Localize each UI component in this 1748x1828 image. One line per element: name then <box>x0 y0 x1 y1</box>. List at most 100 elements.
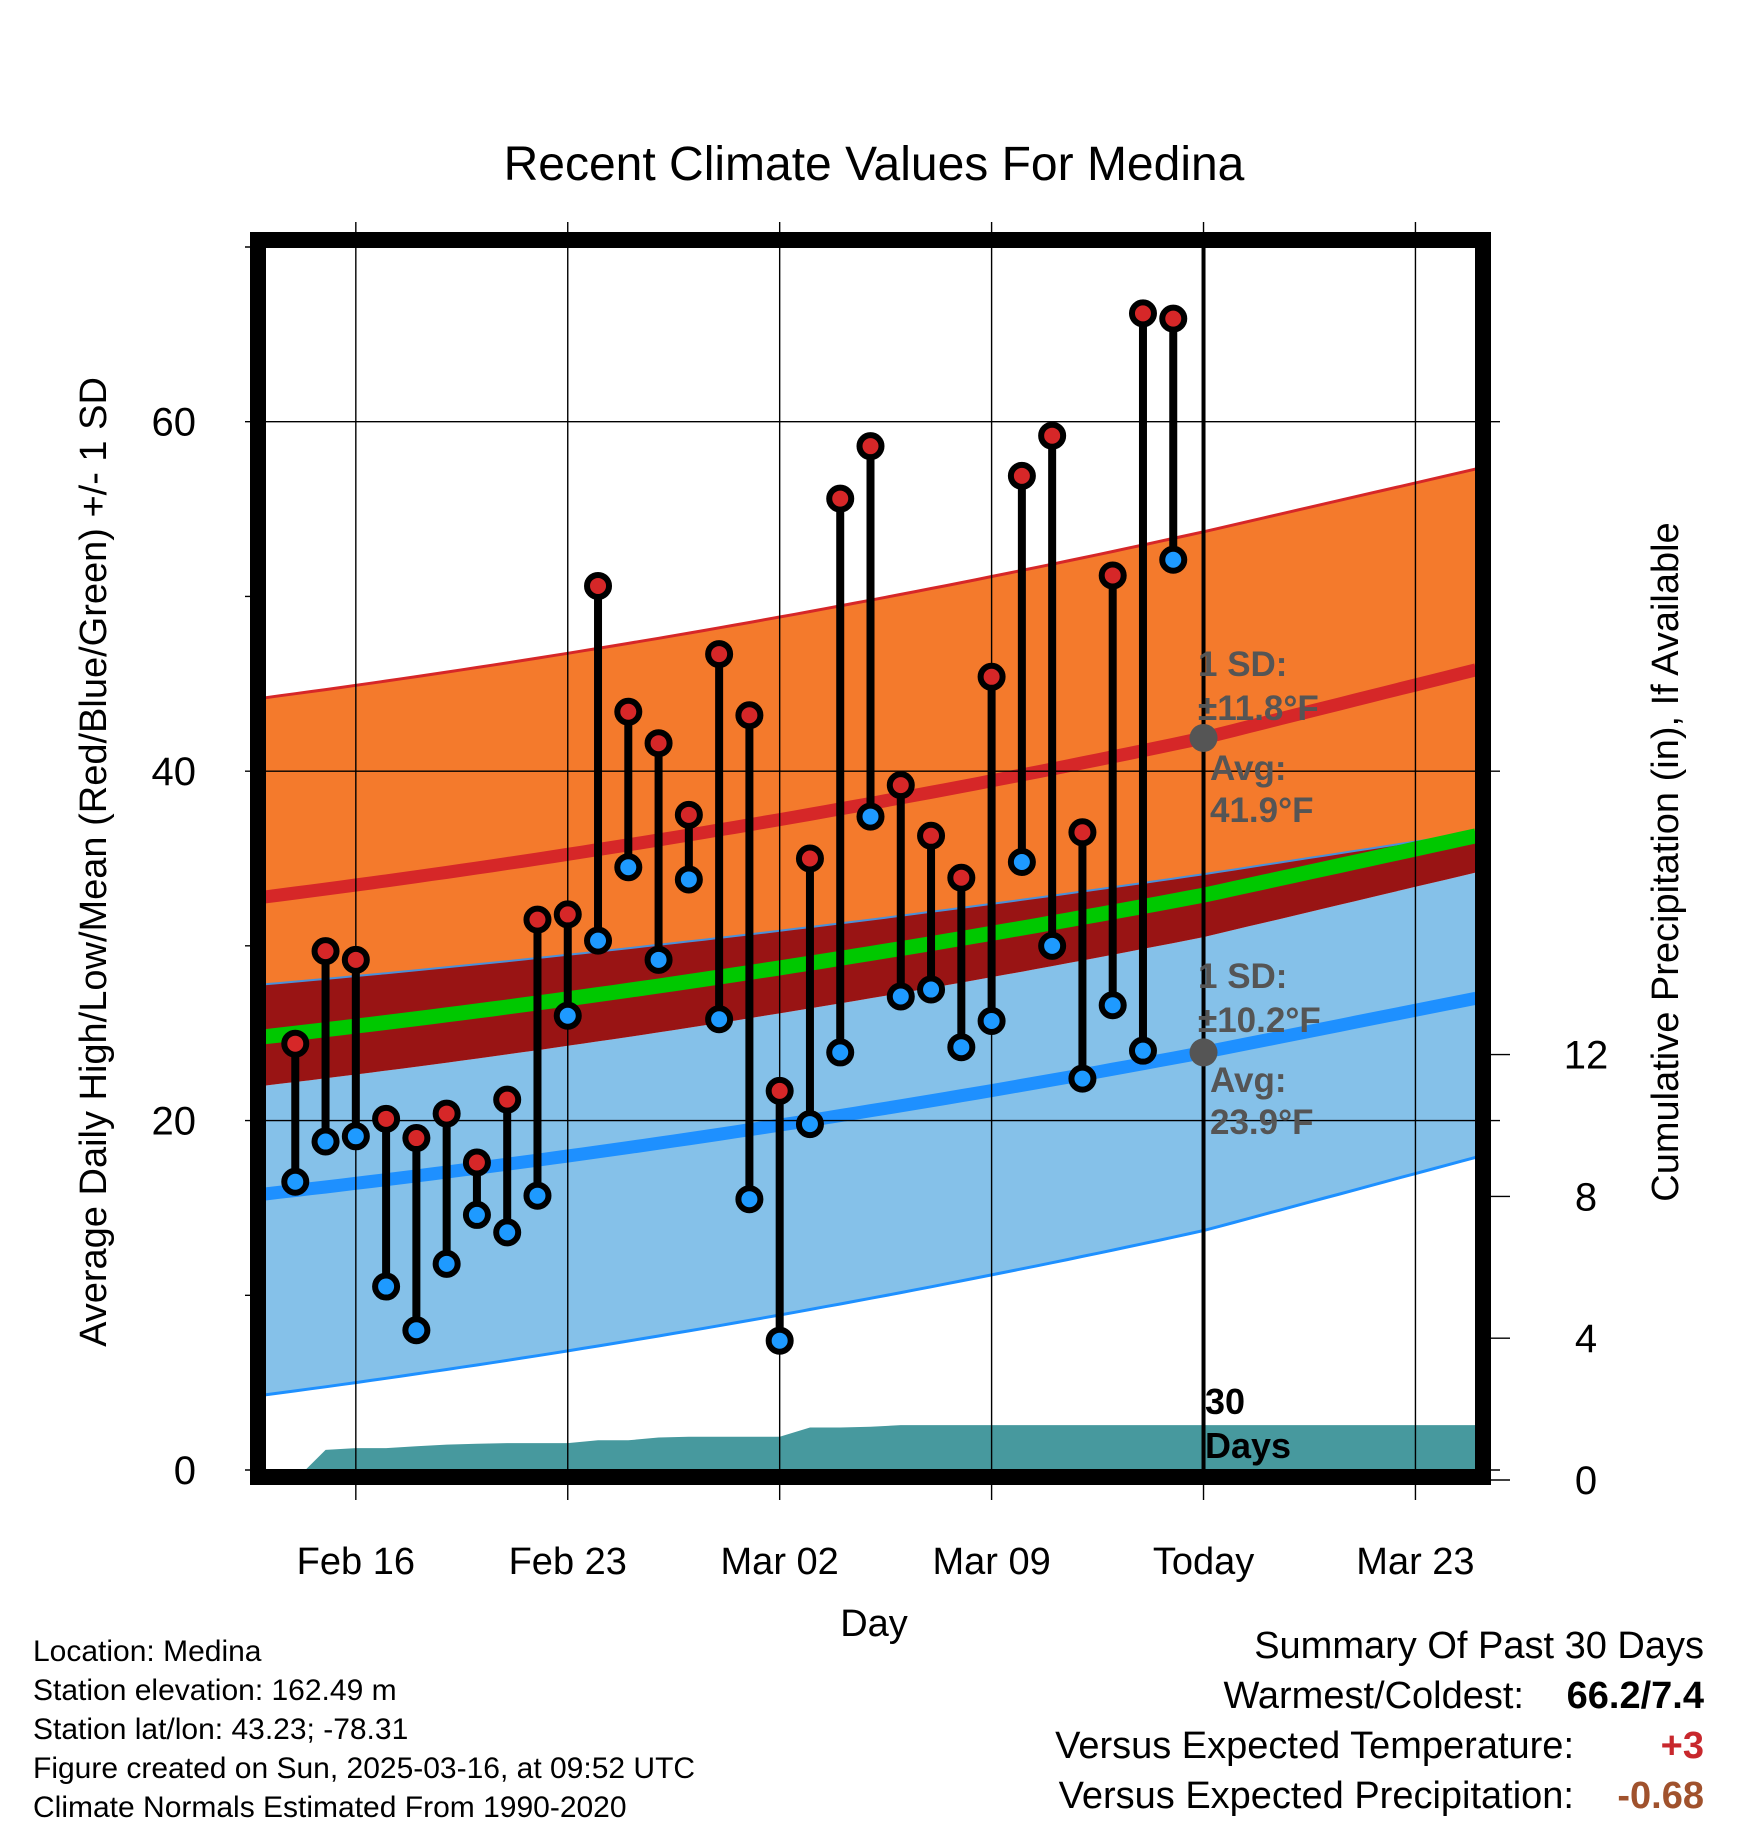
high-point <box>947 863 976 892</box>
low-point <box>493 1218 522 1247</box>
high-avg-value: 41.9°F <box>1210 791 1314 830</box>
y2-tick-label: 12 <box>1564 1034 1609 1078</box>
high-point <box>1068 818 1097 847</box>
chart-title: Recent Climate Values For Medina <box>504 138 1245 191</box>
low-point <box>765 1326 794 1355</box>
high-point <box>1007 461 1036 490</box>
plot-frame <box>250 232 1491 1485</box>
low-point <box>584 926 613 955</box>
low-point <box>341 1122 370 1151</box>
low-point <box>856 802 885 831</box>
low-avg-label: Avg: <box>1210 1061 1286 1100</box>
low-point <box>674 865 703 894</box>
high-point <box>1159 304 1188 333</box>
observations <box>281 299 1218 1355</box>
x-tick-label: Feb 23 <box>509 1541 627 1583</box>
days-count-label: 30 <box>1205 1381 1245 1422</box>
high-point <box>705 640 734 669</box>
low-avg-value: 23.9°F <box>1210 1103 1314 1142</box>
low-point <box>1007 847 1036 876</box>
x-tick-label: Today <box>1153 1541 1254 1583</box>
high-sd-label: 1 SD: <box>1198 645 1287 684</box>
elevation-text: Station elevation: 162.49 m <box>33 1674 397 1707</box>
high-point <box>493 1085 522 1114</box>
high-point <box>795 844 824 873</box>
low-point <box>886 982 915 1011</box>
low-point <box>281 1167 310 1196</box>
y-tick-label: 20 <box>152 1100 197 1144</box>
low-point <box>523 1181 552 1210</box>
summary-title: Summary Of Past 30 Days <box>1254 1625 1704 1667</box>
high-sd-value: ±11.8°F <box>1198 689 1319 728</box>
low-point <box>917 975 946 1004</box>
low-point <box>795 1110 824 1139</box>
x-tick-label: Feb 16 <box>297 1541 415 1583</box>
low-point <box>1098 991 1127 1020</box>
low-point <box>553 1001 582 1030</box>
x-tick-label: Mar 23 <box>1356 1541 1474 1583</box>
temp-label: Versus Expected Temperature: <box>1055 1725 1574 1767</box>
high-point <box>1128 299 1157 328</box>
location-text: Location: Medina <box>33 1635 262 1668</box>
low-point <box>826 1038 855 1067</box>
low-point <box>1128 1036 1157 1065</box>
high-point <box>977 662 1006 691</box>
low-point <box>614 853 643 882</box>
low-point <box>1038 931 1067 960</box>
y-tick-label: 0 <box>174 1449 196 1493</box>
high-point <box>372 1104 401 1133</box>
high-sd-lower-line <box>264 831 1477 986</box>
high-point <box>765 1076 794 1105</box>
high-point <box>523 905 552 934</box>
high-avg-marker <box>1189 723 1218 752</box>
high-point <box>917 821 946 850</box>
low-sd-lower-line <box>264 1155 1477 1397</box>
high-point <box>402 1124 431 1153</box>
station-info: Location: Medina Station elevation: 162.… <box>33 1632 695 1827</box>
high-point <box>1098 561 1127 590</box>
low-sd-label: 1 SD: <box>1198 957 1287 996</box>
warmest-coldest-value: 66.2/7.4 <box>1566 1675 1704 1717</box>
normals-text: Climate Normals Estimated From 1990-2020 <box>33 1791 627 1824</box>
chart-text: Recent Climate Values For Medina Day Ave… <box>73 138 1687 1645</box>
high-point <box>614 697 643 726</box>
warmest-coldest-row: Warmest/Coldest: 66.2/7.4 <box>1055 1671 1704 1721</box>
y2-axis-label: Cumulative Precipitation (in), If Availa… <box>1645 522 1687 1201</box>
temp-value: +3 <box>1660 1725 1704 1767</box>
x-axis-label: Day <box>840 1603 908 1645</box>
high-point <box>584 571 613 600</box>
normal-mean-line <box>264 828 1478 1045</box>
low-point <box>402 1316 431 1345</box>
y-axis-label: Average Daily High/Low/Mean (Red/Blue/Gr… <box>73 377 115 1347</box>
high-point <box>644 729 673 758</box>
high-point <box>553 900 582 929</box>
low-point <box>947 1033 976 1062</box>
low-point <box>432 1249 461 1278</box>
x-tick-label: Mar 02 <box>721 1541 839 1583</box>
low-point <box>372 1272 401 1301</box>
low-point <box>311 1127 340 1156</box>
created-text: Figure created on Sun, 2025-03-16, at 09… <box>33 1752 696 1785</box>
high-point <box>432 1099 461 1128</box>
high-point <box>462 1148 491 1177</box>
precip-label: Versus Expected Precipitation: <box>1058 1775 1574 1817</box>
high-point <box>735 701 764 730</box>
low-point <box>462 1200 491 1229</box>
high-point <box>341 945 370 974</box>
high-avg-label: Avg: <box>1210 749 1286 788</box>
latlon-text: Station lat/lon: 43.23; -78.31 <box>33 1713 409 1746</box>
plot-border <box>250 232 1491 1485</box>
days-unit-label: Days <box>1205 1425 1291 1466</box>
summary-panel: Summary Of Past 30 Days Warmest/Coldest:… <box>1055 1621 1704 1821</box>
low-point <box>735 1185 764 1214</box>
precip-value: -0.68 <box>1617 1775 1704 1817</box>
low-avg-marker <box>1189 1038 1218 1067</box>
x-tick-label: Mar 09 <box>932 1541 1050 1583</box>
high-point <box>281 1029 310 1058</box>
y2-tick-label: 0 <box>1575 1459 1597 1503</box>
y-tick-label: 60 <box>152 401 197 445</box>
y2-tick-label: 8 <box>1575 1175 1597 1219</box>
low-point <box>977 1006 1006 1035</box>
low-point <box>705 1005 734 1034</box>
